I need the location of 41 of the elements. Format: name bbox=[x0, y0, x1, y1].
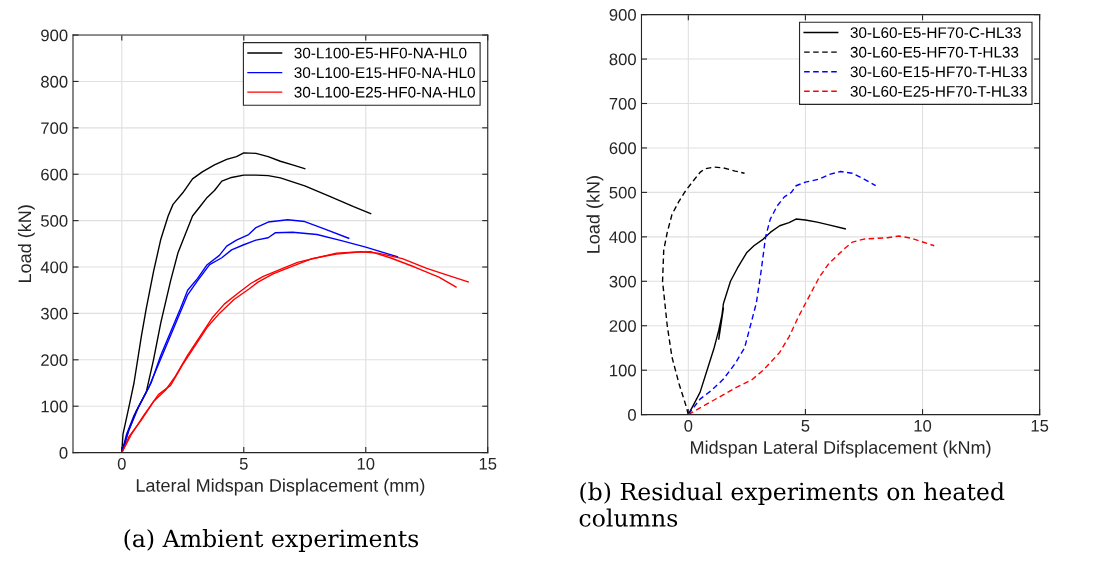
y-tick-label: 500 bbox=[609, 186, 636, 199]
x-tick-label: 10 bbox=[914, 419, 932, 432]
legend-label: 30-L60-E5-HF70-C-HL33 bbox=[850, 27, 1021, 39]
x-tick-label: 15 bbox=[1031, 420, 1049, 432]
y-axis-title: Load (kN) bbox=[17, 205, 35, 282]
x-tick-label: 0 bbox=[684, 419, 693, 432]
y-tick-label: 100 bbox=[41, 400, 68, 413]
legend-label: 30-L60-E25-HF70-T-HL33 bbox=[850, 85, 1027, 97]
legend-label: 30-L100-E25-HF0-NA-HL0 bbox=[294, 86, 475, 98]
y-tick-label: 200 bbox=[609, 320, 636, 332]
y-tick-label: 300 bbox=[609, 275, 636, 288]
legend-label: 30-L100-E15-HF0-NA-HL0 bbox=[294, 67, 475, 79]
text: (b) Residual experiments on heated columns bbox=[579, 482, 1005, 527]
x-tick-label: 5 bbox=[801, 420, 810, 432]
text: (a) Ambient experiments bbox=[124, 529, 419, 552]
y-tick-label: 600 bbox=[609, 142, 636, 155]
y-tick-label: 900 bbox=[609, 9, 636, 21]
y-tick-label: 400 bbox=[609, 231, 636, 244]
legend-label: 30-L100-E5-HF0-NA-HL0 bbox=[294, 47, 467, 59]
y-tick-label: 900 bbox=[41, 29, 68, 42]
x-axis-title: Lateral Midspan Displacement (mm) bbox=[136, 478, 425, 496]
legend-label: 30-L60-E5-HF70-T-HL33 bbox=[850, 46, 1019, 58]
x-axis-title: Midspan Lateral Difsplacement (kNm) bbox=[691, 440, 991, 458]
y-tick-label: 500 bbox=[41, 215, 68, 227]
y-tick-label: 300 bbox=[40, 307, 68, 320]
x-tick-label: 0 bbox=[117, 457, 126, 470]
x-tick-label: 15 bbox=[479, 458, 497, 470]
legend-label: 30-L60-E15-HF70-T-HL33 bbox=[850, 66, 1027, 78]
y-tick-label: 0 bbox=[628, 409, 636, 421]
y-tick-label: 200 bbox=[41, 354, 68, 367]
y-tick-label: 700 bbox=[609, 97, 636, 110]
y-tick-label: 800 bbox=[41, 75, 68, 88]
y-tick-label: 400 bbox=[40, 261, 68, 274]
x-tick-label: 10 bbox=[357, 457, 375, 470]
y-tick-label: 100 bbox=[610, 364, 636, 377]
y-tick-label: 800 bbox=[609, 53, 636, 66]
y-tick-label: 600 bbox=[41, 168, 68, 181]
x-tick-label: 5 bbox=[239, 458, 248, 470]
y-tick-label: 0 bbox=[59, 447, 68, 459]
y-axis-title: Load (kN) bbox=[586, 176, 604, 253]
y-tick-label: 700 bbox=[41, 122, 68, 135]
